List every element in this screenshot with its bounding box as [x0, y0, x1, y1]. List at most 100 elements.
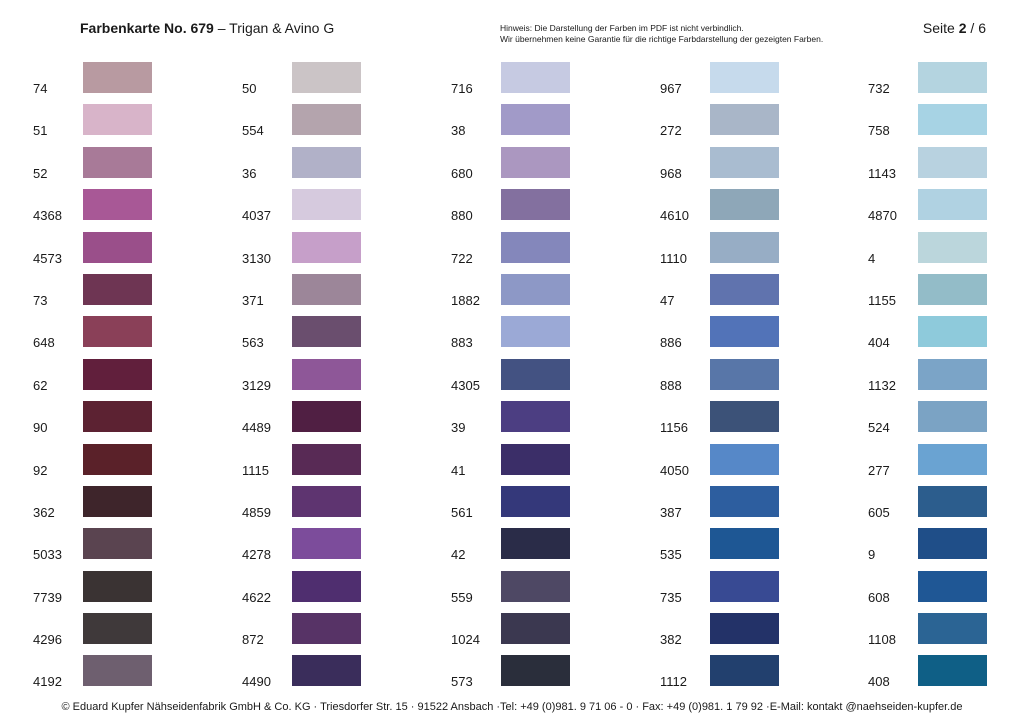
color-number: 758 [868, 123, 890, 139]
color-entry: 1132 [868, 358, 1024, 401]
color-entry: 62 [33, 358, 193, 401]
color-swatch [710, 528, 779, 560]
color-swatch [292, 528, 361, 560]
color-entry: 1108 [868, 613, 1024, 655]
color-swatch [292, 231, 361, 263]
color-notice: Hinweis: Die Darstellung der Farben im P… [500, 23, 823, 45]
color-swatch [710, 358, 779, 390]
color-column: 967 272 968 4610 1110 47 886 888 1156 4050 387 535 7… [660, 62, 820, 698]
color-number: 39 [451, 420, 466, 436]
color-number: 1110 [660, 250, 687, 266]
color-column: 50 554 36 4037 3130 371 563 3129 4489 1115 4859 427… [242, 62, 402, 698]
color-number: 3130 [242, 250, 271, 266]
color-number: 92 [33, 462, 48, 478]
color-number: 387 [660, 504, 682, 520]
color-swatch [83, 189, 152, 221]
page-current: 2 [958, 20, 967, 36]
color-swatch [710, 273, 779, 305]
color-column: 716 38 680 880 722 1882 883 4305 39 41 561 42 559 102… [451, 62, 611, 698]
color-swatch [710, 443, 779, 475]
color-number: 62 [33, 377, 48, 393]
color-swatch [710, 655, 779, 687]
color-entry: 5033 [33, 528, 193, 570]
color-swatch [918, 146, 987, 178]
card-title-rest: – Trigan & Avino G [213, 20, 335, 36]
color-swatch [292, 401, 361, 433]
color-number: 605 [868, 504, 890, 520]
color-swatch [292, 316, 361, 348]
color-swatch [918, 401, 987, 433]
color-swatch [918, 189, 987, 221]
color-number: 38 [451, 123, 466, 139]
color-swatch [710, 104, 779, 136]
color-swatch [83, 104, 152, 136]
footer-contact: © Eduard Kupfer Nähseidenfabrik GmbH & C… [61, 701, 963, 713]
color-entry: 1024 [451, 613, 611, 655]
color-number: 4622 [242, 589, 271, 605]
color-entry: 1115 [242, 443, 402, 486]
color-swatch [292, 189, 361, 221]
color-entry: 51 [33, 104, 193, 146]
color-entry: 4192 [33, 655, 193, 697]
color-swatch [501, 358, 570, 390]
color-entry: 758 [868, 104, 1024, 146]
color-swatch [710, 401, 779, 433]
color-number: 1108 [868, 632, 896, 648]
color-swatch [501, 231, 570, 263]
color-entry: 4870 [868, 189, 1024, 231]
color-entry: 559 [451, 570, 611, 613]
color-swatch [710, 146, 779, 178]
page-indicator: Seite 2 / 6 [923, 20, 986, 36]
color-number: 4296 [33, 632, 62, 648]
color-entry: 524 [868, 401, 1024, 443]
color-number: 1155 [868, 292, 896, 308]
color-entry: 272 [660, 104, 820, 146]
color-number: 4490 [242, 674, 271, 690]
color-swatch [501, 146, 570, 178]
color-number: 74 [33, 81, 48, 96]
color-number: 680 [451, 165, 473, 181]
color-number: 886 [660, 335, 682, 351]
color-number: 4037 [242, 208, 271, 224]
color-swatch [83, 358, 152, 390]
color-number: 50 [242, 81, 257, 96]
color-number: 608 [868, 589, 890, 605]
color-swatch [918, 62, 987, 93]
color-number: 4489 [242, 420, 271, 436]
color-column: 74 51 52 4368 4573 73 648 62 90 92 362 5033 7739 4296… [33, 62, 193, 698]
color-number: 573 [451, 674, 473, 690]
color-entry: 608 [868, 570, 1024, 613]
color-swatch [918, 528, 987, 560]
color-number: 382 [660, 632, 682, 648]
color-entry: 4859 [242, 485, 402, 528]
color-swatch [292, 146, 361, 178]
color-entry: 1156 [660, 401, 820, 443]
color-entry: 4 [868, 231, 1024, 274]
color-entry: 4573 [33, 231, 193, 274]
color-swatch [292, 104, 361, 136]
color-swatch [83, 273, 152, 305]
color-number: 1156 [660, 420, 688, 436]
color-swatch [83, 401, 152, 433]
color-entry: 3130 [242, 231, 402, 274]
color-entry: 1143 [868, 146, 1024, 189]
color-entry: 4368 [33, 189, 193, 231]
color-column: 732 758 1143 4870 4 1155 404 1132 524 277 605 9 608 1… [868, 62, 1024, 698]
color-number: 362 [33, 504, 55, 520]
color-entry: 4278 [242, 528, 402, 570]
color-entry: 968 [660, 146, 820, 189]
color-swatch [710, 189, 779, 221]
notice-line-1: Hinweis: Die Darstellung der Farben im P… [500, 23, 744, 33]
color-entry: 4622 [242, 570, 402, 613]
color-swatch [501, 104, 570, 136]
color-entry: 50 [242, 62, 402, 104]
color-number: 1112 [660, 674, 687, 690]
color-number: 42 [451, 547, 466, 563]
color-swatch [292, 613, 361, 645]
color-entry: 90 [33, 401, 193, 443]
color-number: 371 [242, 292, 264, 308]
color-number: 716 [451, 81, 473, 96]
color-swatch [292, 358, 361, 390]
color-number: 47 [660, 292, 675, 308]
color-number: 967 [660, 81, 682, 96]
